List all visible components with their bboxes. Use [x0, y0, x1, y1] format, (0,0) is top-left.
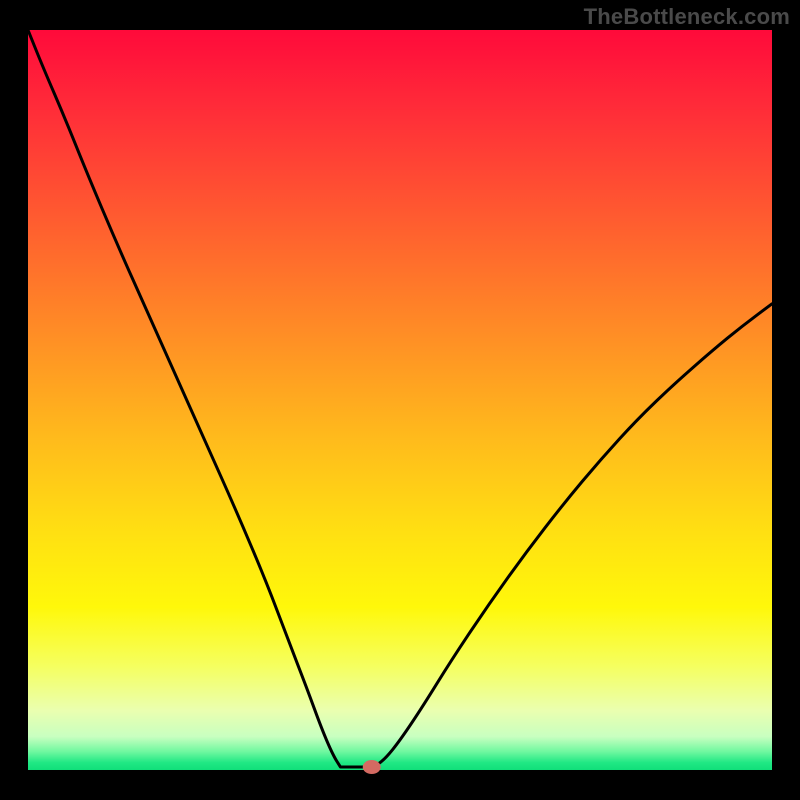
plot-background [28, 30, 772, 770]
watermark-text: TheBottleneck.com [584, 4, 790, 30]
bottleneck-chart [0, 0, 800, 800]
chart-container: TheBottleneck.com [0, 0, 800, 800]
optimum-marker [363, 760, 381, 774]
